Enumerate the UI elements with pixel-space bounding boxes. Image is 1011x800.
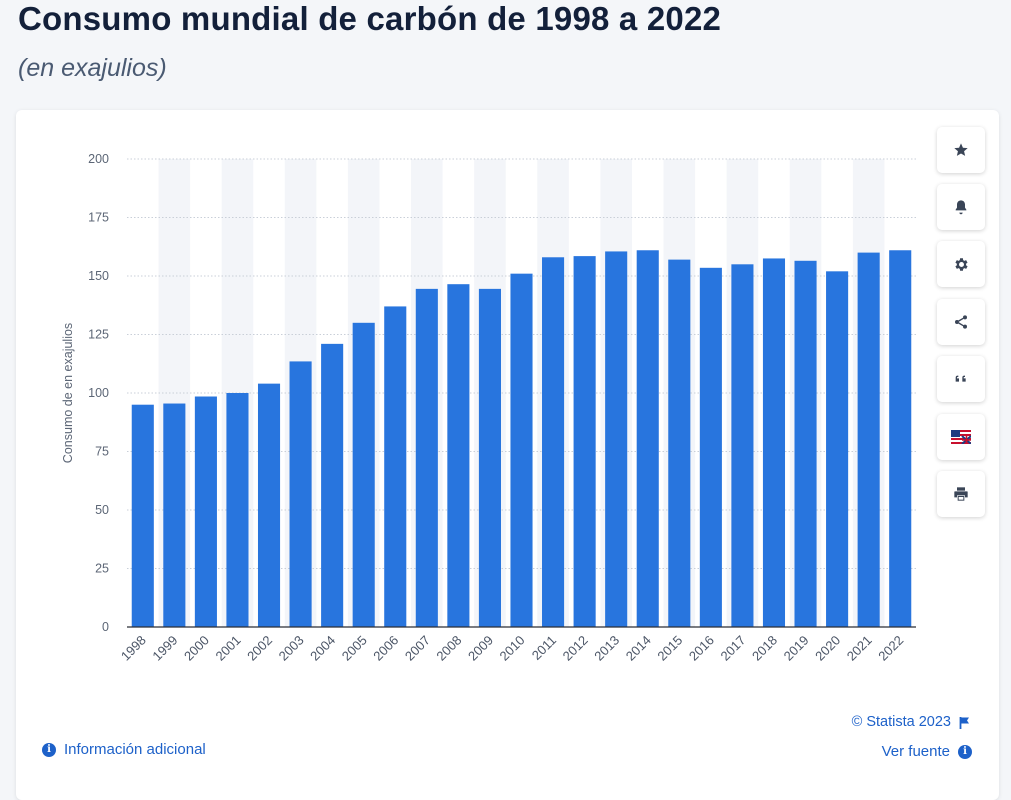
x-tick-label: 2000 (181, 633, 212, 664)
x-tick-label: 2001 (213, 633, 244, 664)
info-icon: i (958, 744, 972, 759)
bar (478, 288, 501, 627)
bar (352, 322, 375, 627)
bar (857, 252, 880, 627)
y-tick-label: 75 (95, 445, 109, 459)
info-icon: i (42, 742, 56, 757)
share-button[interactable] (937, 299, 985, 345)
x-tick-label: 2012 (560, 633, 591, 664)
page-subtitle: (en exajulios) (18, 54, 167, 82)
view-source-label: Ver fuente (881, 743, 950, 760)
bar (573, 256, 596, 627)
y-tick-label: 125 (88, 328, 109, 342)
x-tick-label: 2002 (244, 633, 275, 664)
bar (731, 264, 754, 627)
x-tick-label: 2019 (781, 633, 812, 664)
favorite-button[interactable] (937, 127, 985, 173)
x-tick-label: 2009 (465, 633, 496, 664)
x-tick-label: 2004 (307, 633, 338, 664)
bar (384, 306, 407, 627)
x-tick-label: 2022 (875, 633, 906, 664)
bar (257, 383, 281, 627)
x-tick-label: 2013 (591, 633, 622, 664)
x-tick-label: 2017 (717, 633, 748, 664)
view-source-link[interactable]: Ver fuente i (882, 743, 972, 760)
y-tick-label: 50 (95, 503, 109, 517)
x-tick-label: 2007 (402, 633, 433, 664)
x-tick-label: 1998 (118, 633, 149, 664)
language-button[interactable] (937, 414, 985, 460)
x-tick-label: 2006 (370, 633, 401, 664)
y-axis-title: Consumo de en exajulios (61, 323, 75, 463)
bar (762, 258, 786, 627)
x-tick-label: 2016 (686, 633, 717, 664)
additional-info-link[interactable]: i Información adicional (42, 741, 206, 758)
x-tick-label: 2003 (276, 633, 307, 664)
x-tick-label: 2014 (623, 633, 654, 664)
flag-icon (951, 430, 971, 444)
x-tick-label: 2010 (497, 633, 528, 664)
bar (889, 250, 912, 627)
quote-icon (955, 375, 966, 382)
bar (510, 273, 533, 627)
y-tick-label: 100 (88, 386, 109, 400)
y-tick-label: 0 (102, 620, 109, 634)
bar (289, 361, 312, 627)
print-button[interactable] (937, 471, 985, 517)
x-tick-label: 2015 (654, 633, 685, 664)
x-tick-label: 2021 (844, 633, 875, 664)
gear-icon (954, 257, 968, 271)
share-icon (955, 315, 967, 329)
star-icon (954, 143, 968, 156)
y-tick-label: 150 (88, 269, 109, 283)
bar (447, 284, 470, 627)
y-tick-label: 175 (88, 211, 109, 225)
settings-button[interactable] (937, 241, 985, 287)
page-title: Consumo mundial de carbón de 1998 a 2022 (18, 0, 722, 37)
bar (605, 251, 628, 627)
bar (415, 288, 438, 627)
copyright-notice[interactable]: © Statista 2023 (852, 714, 971, 730)
y-tick-label: 25 (95, 562, 109, 576)
copyright-label: © Statista 2023 (851, 714, 951, 730)
print-icon (954, 487, 968, 501)
additional-info-label: Información adicional (64, 741, 206, 758)
bar (321, 343, 344, 627)
bar (636, 250, 659, 627)
x-tick-label: 2020 (812, 633, 843, 664)
bar (826, 271, 849, 627)
x-tick-label: 2008 (433, 633, 464, 664)
cite-button[interactable] (937, 356, 985, 402)
x-tick-label: 2011 (529, 633, 559, 663)
bar (542, 257, 565, 627)
bar (226, 393, 249, 627)
x-tick-label: 1999 (149, 633, 180, 664)
bar (163, 403, 186, 627)
alert-button[interactable] (937, 184, 985, 230)
x-tick-label: 2018 (749, 633, 780, 664)
bar (699, 267, 722, 627)
bar (668, 259, 691, 627)
bar (794, 260, 817, 627)
flag-report-icon (959, 716, 969, 729)
bar (131, 404, 154, 627)
y-tick-label: 200 (88, 152, 109, 166)
bell-icon (955, 200, 967, 215)
x-tick-label: 2005 (339, 633, 370, 664)
bar (194, 396, 217, 627)
